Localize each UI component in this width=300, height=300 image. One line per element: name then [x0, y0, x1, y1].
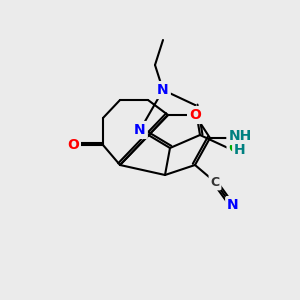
- Text: N: N: [227, 198, 239, 212]
- Text: N: N: [157, 83, 169, 97]
- Text: O: O: [189, 108, 201, 122]
- Text: N: N: [134, 123, 146, 137]
- Text: C: C: [210, 176, 220, 188]
- Text: O: O: [67, 138, 79, 152]
- Text: NH: NH: [228, 129, 252, 143]
- Text: Cl: Cl: [229, 141, 243, 155]
- Text: H: H: [234, 143, 246, 157]
